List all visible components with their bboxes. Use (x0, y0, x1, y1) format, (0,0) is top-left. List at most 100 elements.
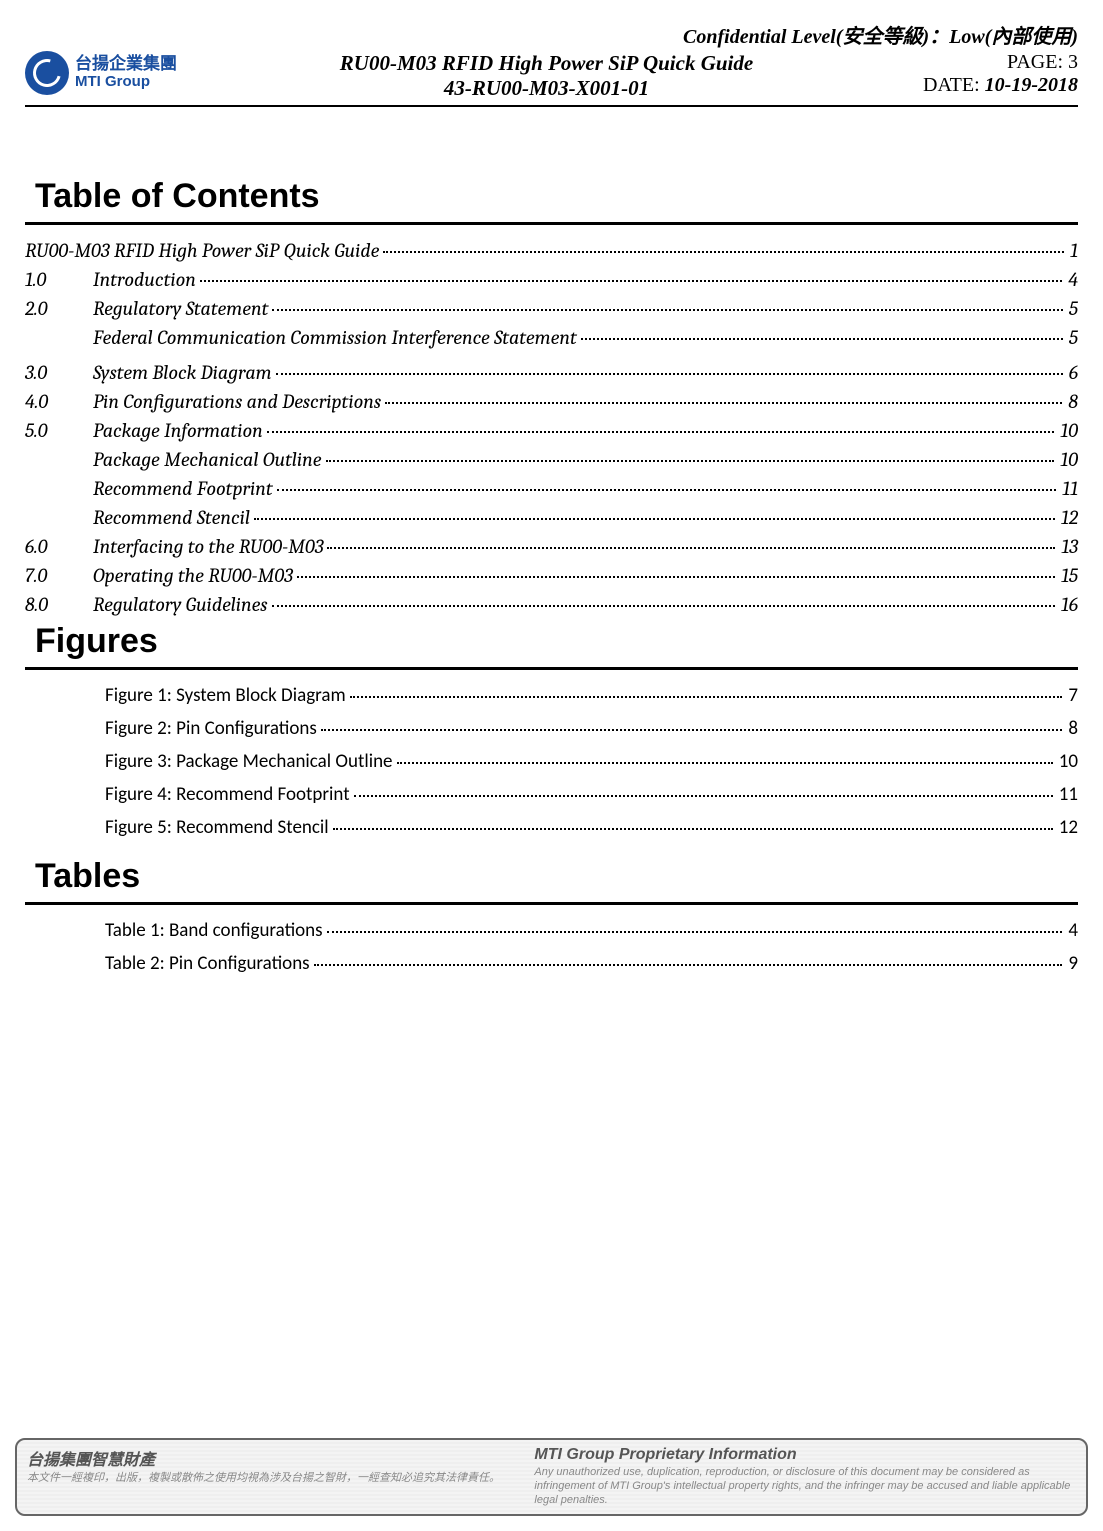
dot-leader (383, 251, 1064, 253)
table-entry-title: Table 1: Band configurations (105, 919, 323, 942)
figure-entry: Figure 5: Recommend Stencil 12 (25, 816, 1078, 839)
toc-entry-number: 8.0 (25, 593, 93, 616)
footer-right-body: Any unauthorized use, duplication, repro… (534, 1466, 1076, 1507)
dot-leader (254, 518, 1055, 520)
toc-entry-number: 4.0 (25, 390, 93, 413)
toc-entry-title: Regulatory Guidelines (93, 593, 268, 616)
dot-leader (314, 964, 1063, 966)
figure-entry-page: 7 (1066, 684, 1078, 707)
toc-entry: 2.0Regulatory Statement 5 (25, 297, 1078, 320)
figure-entry-title: Figure 5: Recommend Stencil (105, 816, 329, 839)
tables-list: Table 1: Band configurations 4 Table 2: Pi… (25, 919, 1078, 975)
toc-entry-page: 15 (1059, 564, 1078, 587)
mti-logo-icon (25, 51, 69, 95)
toc-entry-title: Recommend Footprint (93, 477, 273, 500)
table-entry-page: 9 (1066, 952, 1078, 975)
toc-rule (25, 222, 1078, 225)
page-header: 台揚企業集團 MTI Group RU00-M03 RFID High Powe… (25, 51, 1078, 101)
dot-leader (327, 931, 1063, 933)
footer-right-heading: MTI Group Proprietary Information (534, 1446, 1076, 1464)
toc-entry-title: System Block Diagram (93, 361, 272, 384)
tables-heading: Tables (35, 857, 1078, 896)
dot-leader (581, 338, 1063, 340)
toc-entry-title: Package Mechanical Outline (93, 448, 322, 471)
figure-entry-page: 10 (1057, 750, 1078, 773)
dot-leader (267, 431, 1055, 433)
table-entry: Table 2: Pin Configurations 9 (25, 952, 1078, 975)
dot-leader (350, 696, 1063, 698)
dot-leader (327, 547, 1055, 549)
dot-leader (354, 795, 1053, 797)
toc-entry-number: 1.0 (25, 268, 93, 291)
logo-text-en: MTI Group (75, 74, 177, 91)
figure-entry-title: Figure 3: Package Mechanical Outline (105, 750, 393, 773)
figures-list: Figure 1: System Block Diagram 7 Figure 2:… (25, 684, 1078, 839)
figure-entry: Figure 3: Package Mechanical Outline 10 (25, 750, 1078, 773)
toc-entry-title: RU00-M03 RFID High Power SiP Quick Guide (25, 239, 379, 262)
toc-entry: 7.0Operating the RU00-M03 15 (25, 564, 1078, 587)
figure-entry-title: Figure 4: Recommend Footprint (105, 783, 350, 806)
tables-rule (25, 902, 1078, 905)
toc-entry-page: 13 (1059, 535, 1078, 558)
toc-entry-title: Operating the RU00-M03 (93, 564, 293, 587)
figure-entry: Figure 4: Recommend Footprint 11 (25, 783, 1078, 806)
toc-entry: 4.0Pin Configurations and Descriptions8 (25, 390, 1078, 413)
toc-entry-number: 3.0 (25, 361, 93, 384)
table-entry-page: 4 (1066, 919, 1078, 942)
toc-entry: Recommend Footprint 11 (25, 477, 1078, 500)
toc-entry-page: 6 (1067, 361, 1078, 384)
toc-entry-title: Regulatory Statement (93, 297, 268, 320)
toc-entry-number: 2.0 (25, 297, 93, 320)
figure-entry-title: Figure 1: System Block Diagram (105, 684, 346, 707)
toc-entry-page: 1 (1068, 239, 1078, 262)
confidential-level: Confidential Level(安全等級)：Low(內部使用) (25, 20, 1078, 49)
toc-list: RU00-M03 RFID High Power SiP Quick Guide… (25, 239, 1078, 616)
figures-rule (25, 667, 1078, 670)
toc-entry: 5.0Package Information10 (25, 419, 1078, 442)
toc-entry-title: Interfacing to the RU00-M03 (93, 535, 323, 558)
dot-leader (272, 605, 1055, 607)
toc-entry: RU00-M03 RFID High Power SiP Quick Guide… (25, 239, 1078, 262)
dot-leader (277, 489, 1057, 491)
toc-entry: Package Mechanical Outline 10 (25, 448, 1078, 471)
toc-entry-page: 10 (1058, 419, 1078, 442)
toc-entry-title: Package Information (93, 419, 263, 442)
figure-entry: Figure 2: Pin Configurations8 (25, 717, 1078, 740)
toc-entry: 6.0Interfacing to the RU00-M03 13 (25, 535, 1078, 558)
logo-text-cn: 台揚企業集團 (75, 55, 177, 74)
toc-entry-page: 5 (1067, 297, 1078, 320)
toc-heading: Table of Contents (35, 177, 1078, 216)
toc-entry-page: 16 (1059, 593, 1078, 616)
figure-entry: Figure 1: System Block Diagram 7 (25, 684, 1078, 707)
dot-leader (276, 373, 1063, 375)
date-label: DATE: (923, 74, 980, 96)
toc-entry-page: 4 (1066, 268, 1078, 291)
table-entry-title: Table 2: Pin Configurations (105, 952, 310, 975)
figure-entry-page: 8 (1066, 717, 1078, 740)
toc-entry-title: Introduction (93, 268, 196, 291)
figure-entry-page: 12 (1057, 816, 1078, 839)
dot-leader (326, 460, 1055, 462)
figures-heading: Figures (35, 622, 1078, 661)
footer-left-heading: 台揚集團智慧財產 (27, 1446, 514, 1470)
toc-entry-page: 12 (1059, 506, 1078, 529)
toc-entry: 3.0System Block Diagram 6 (25, 361, 1078, 384)
dot-leader (200, 280, 1062, 282)
table-entry: Table 1: Band configurations 4 (25, 919, 1078, 942)
toc-entry: Recommend Stencil12 (25, 506, 1078, 529)
dot-leader (397, 762, 1053, 764)
toc-entry-page: 5 (1067, 326, 1078, 349)
document-number: 43-RU00-M03-X001-01 (225, 76, 868, 101)
toc-entry-number: 7.0 (25, 564, 93, 587)
logo-block: 台揚企業集團 MTI Group (25, 51, 225, 95)
page-label: PAGE: (1007, 51, 1063, 73)
toc-entry-number: 6.0 (25, 535, 93, 558)
toc-entry-page: 8 (1066, 390, 1078, 413)
toc-entry-page: 10 (1058, 448, 1078, 471)
dot-leader (272, 309, 1062, 311)
toc-entry-page: 11 (1060, 477, 1078, 500)
toc-entry-title: Federal Communication Commission Interfe… (93, 326, 577, 349)
figure-entry-page: 11 (1057, 783, 1078, 806)
toc-entry: Federal Communication Commission Interfe… (25, 326, 1078, 349)
page-number: 3 (1068, 51, 1078, 73)
